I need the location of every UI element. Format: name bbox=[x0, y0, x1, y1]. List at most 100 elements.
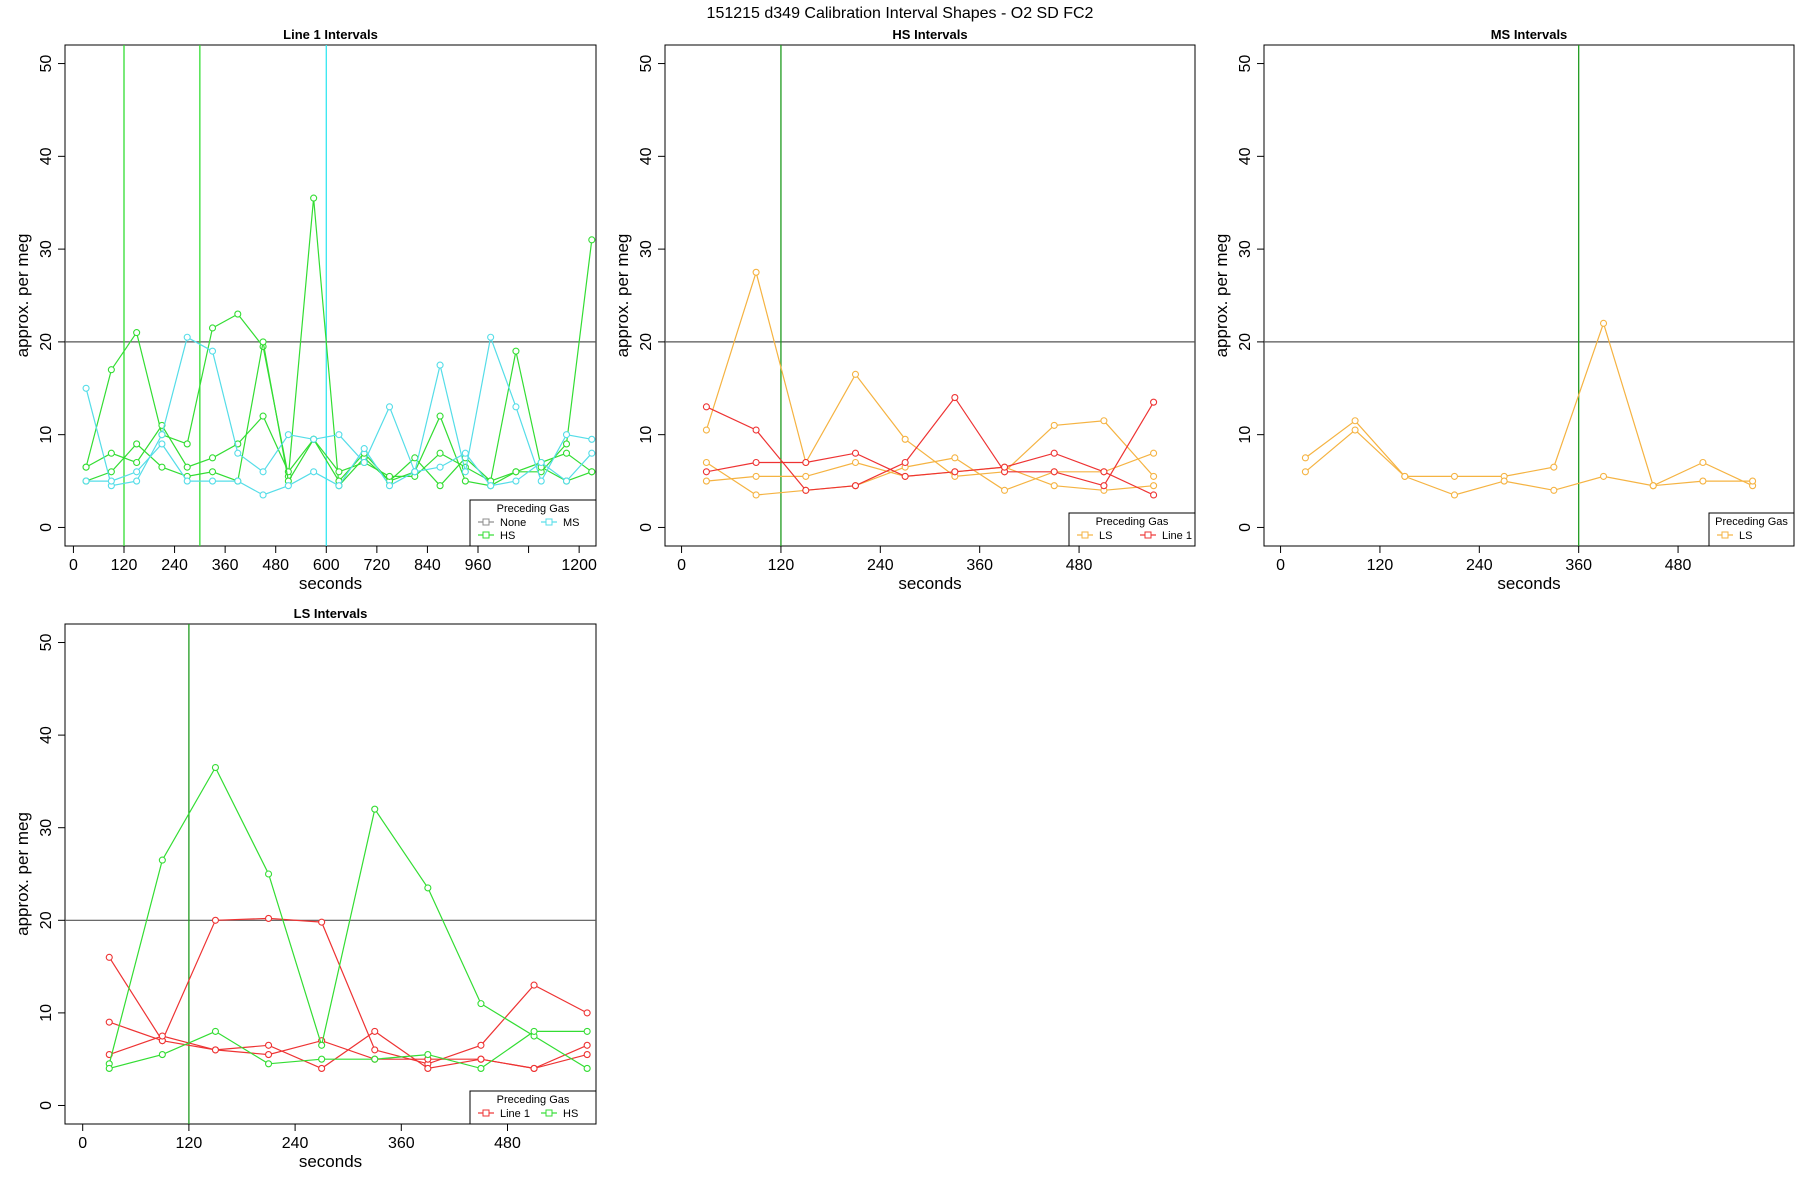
data-point bbox=[1150, 482, 1158, 490]
data-point bbox=[284, 482, 292, 490]
legend-entry-label: None bbox=[500, 517, 526, 529]
data-point bbox=[436, 463, 444, 471]
series-line bbox=[85, 341, 593, 483]
x-tick-label: 360 bbox=[966, 557, 993, 574]
data-point bbox=[133, 440, 141, 448]
legend-box bbox=[1068, 512, 1196, 547]
data-point bbox=[562, 440, 571, 448]
data-point bbox=[487, 333, 495, 341]
data-point bbox=[1100, 417, 1108, 425]
data-point bbox=[211, 916, 219, 924]
series-ls bbox=[1301, 319, 1757, 490]
legend-box bbox=[1708, 512, 1795, 547]
data-point bbox=[1550, 486, 1558, 494]
data-point bbox=[1150, 472, 1158, 480]
data-point bbox=[752, 268, 760, 276]
data-point bbox=[158, 856, 166, 864]
y-axis-label: approx. per meg bbox=[613, 234, 632, 358]
data-point bbox=[1401, 472, 1409, 480]
data-point bbox=[537, 477, 545, 485]
data-point bbox=[284, 431, 292, 439]
plot-area bbox=[65, 45, 596, 546]
data-point bbox=[477, 1041, 485, 1049]
data-point bbox=[424, 1051, 432, 1059]
data-point bbox=[1351, 417, 1359, 425]
data-point bbox=[583, 1027, 591, 1035]
y-tick-label: 30 bbox=[638, 240, 655, 258]
data-point bbox=[530, 981, 538, 989]
data-point bbox=[487, 482, 495, 490]
data-point bbox=[310, 435, 318, 443]
plot-frame bbox=[664, 44, 1196, 547]
data-point bbox=[583, 1009, 591, 1017]
data-point bbox=[259, 338, 267, 346]
data-point bbox=[851, 449, 860, 457]
legend-swatch-marker bbox=[1144, 531, 1152, 539]
data-point bbox=[133, 458, 141, 467]
data-point bbox=[537, 458, 545, 467]
y-tick-label: 50 bbox=[1237, 55, 1254, 73]
legend-swatch-marker bbox=[1721, 531, 1729, 539]
data-point bbox=[461, 449, 469, 457]
data-point bbox=[1749, 477, 1757, 485]
data-point bbox=[901, 472, 909, 480]
chart-panel-2: HS Intervals 0 10 20 30 40 50 0 120 240 360 480 seco… bbox=[613, 27, 1196, 593]
data-point bbox=[562, 477, 571, 485]
y-tick-label: 40 bbox=[38, 726, 55, 744]
series-line-1 bbox=[105, 1018, 591, 1072]
data-point bbox=[752, 472, 760, 480]
data-point bbox=[436, 361, 444, 369]
x-tick-label: 0 bbox=[78, 1135, 87, 1152]
data-point bbox=[1000, 463, 1009, 471]
data-point bbox=[158, 431, 166, 439]
data-point bbox=[752, 458, 760, 467]
y-tick-label: 20 bbox=[38, 333, 55, 351]
series-ls bbox=[702, 458, 1158, 494]
x-tick-label: 480 bbox=[1665, 557, 1692, 574]
data-point bbox=[562, 449, 571, 457]
data-point bbox=[264, 870, 273, 878]
data-point bbox=[107, 468, 115, 476]
data-point bbox=[477, 1055, 485, 1063]
legend-swatch-marker bbox=[1081, 531, 1089, 539]
legend-entry-label: LS bbox=[1739, 530, 1752, 542]
y-tick-label: 0 bbox=[1237, 523, 1254, 532]
data-point bbox=[583, 1051, 591, 1059]
data-point bbox=[901, 458, 909, 467]
data-point bbox=[1050, 482, 1058, 490]
y-tick-label: 20 bbox=[638, 333, 655, 351]
data-point bbox=[335, 431, 343, 439]
y-tick-label: 40 bbox=[638, 147, 655, 165]
data-point bbox=[82, 384, 90, 392]
data-point bbox=[1050, 421, 1058, 429]
series-line bbox=[108, 766, 588, 1069]
x-tick-label: 360 bbox=[212, 557, 239, 574]
y-tick-label: 10 bbox=[38, 1004, 55, 1022]
series-hs bbox=[105, 763, 591, 1072]
data-point bbox=[1301, 454, 1309, 462]
series-line bbox=[706, 452, 1154, 496]
plot-frame bbox=[1263, 44, 1795, 547]
data-point bbox=[107, 477, 115, 485]
y-tick-label: 10 bbox=[1237, 426, 1254, 444]
y-tick-label: 30 bbox=[1237, 240, 1254, 258]
data-point bbox=[1699, 458, 1707, 467]
x-tick-label: 120 bbox=[768, 557, 795, 574]
data-point bbox=[512, 403, 520, 411]
panel-title: MS Intervals bbox=[1491, 27, 1568, 42]
y-tick-label: 0 bbox=[38, 523, 55, 532]
data-point bbox=[1150, 491, 1158, 499]
data-point bbox=[1100, 482, 1108, 490]
series-line bbox=[108, 917, 588, 1065]
x-tick-label: 120 bbox=[1367, 557, 1394, 574]
data-point bbox=[436, 412, 444, 420]
x-tick-label: 0 bbox=[1276, 557, 1285, 574]
x-axis-label: seconds bbox=[299, 1152, 362, 1171]
legend-swatch-marker bbox=[482, 531, 490, 539]
data-point bbox=[371, 805, 379, 813]
data-point bbox=[158, 463, 166, 471]
series-line bbox=[706, 452, 1154, 496]
data-point bbox=[436, 482, 444, 490]
x-tick-label: 720 bbox=[364, 557, 391, 574]
legend-box bbox=[469, 1090, 597, 1125]
